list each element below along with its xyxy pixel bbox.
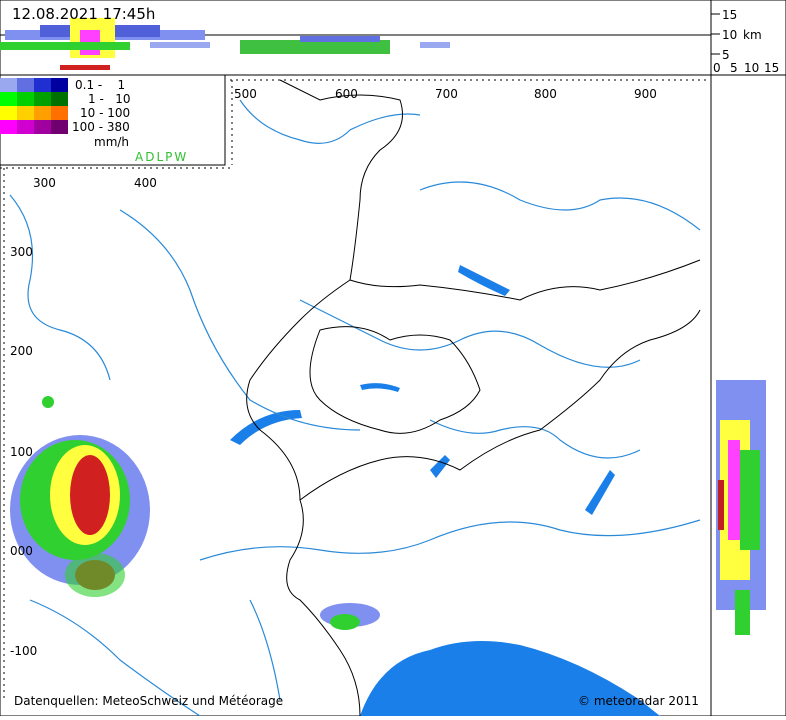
footer-copyright: © meteoradar 2011 bbox=[578, 694, 699, 708]
station-list: ADLPW bbox=[135, 150, 188, 164]
x-coord: 500 bbox=[234, 87, 257, 101]
height-label: 10 bbox=[722, 28, 737, 42]
y-coord: -100 bbox=[10, 644, 37, 658]
height-label: 5 bbox=[722, 48, 730, 62]
x-coord: 300 bbox=[33, 176, 56, 190]
coordinate-labels: 500 600 700 800 900 300 400 300 200 100 … bbox=[10, 87, 657, 658]
y-coord: 000 bbox=[10, 544, 33, 558]
legend-label: 1 - 10 bbox=[88, 92, 131, 106]
height-unit: km bbox=[743, 28, 762, 42]
y-coord: 200 bbox=[10, 344, 33, 358]
footer-source: Datenquellen: MeteoSchweiz und Météorage bbox=[14, 694, 283, 708]
legend-label: 100 - 380 bbox=[72, 120, 130, 134]
borders bbox=[246, 79, 701, 717]
x-coord: 700 bbox=[435, 87, 458, 101]
grid bbox=[0, 79, 710, 700]
lakes bbox=[230, 265, 660, 716]
x-coord: 600 bbox=[335, 87, 358, 101]
legend-unit: mm/h bbox=[94, 135, 129, 149]
width-label: 5 bbox=[730, 61, 738, 75]
x-coord: 400 bbox=[134, 176, 157, 190]
legend-label: 0.1 - 1 bbox=[75, 78, 125, 92]
height-scale: 15 10 km 5 0 5 10 15 bbox=[711, 8, 779, 75]
height-label: 15 bbox=[722, 8, 737, 22]
y-coord: 300 bbox=[10, 245, 33, 259]
legend-label: 10 - 100 bbox=[80, 106, 130, 120]
side-profile-echoes bbox=[716, 380, 766, 635]
legend: 0.1 - 1 1 - 10 10 - 100 100 - 380 mm/h A… bbox=[0, 74, 226, 166]
x-coord: 900 bbox=[634, 87, 657, 101]
precipitation bbox=[10, 396, 380, 630]
rivers bbox=[9, 99, 701, 717]
x-coord: 800 bbox=[534, 87, 557, 101]
width-label: 15 bbox=[764, 61, 779, 75]
profile-echoes bbox=[0, 18, 450, 70]
width-label: 10 bbox=[744, 61, 759, 75]
timestamp: 12.08.2021 17:45h bbox=[12, 5, 155, 23]
width-label: 0 bbox=[713, 61, 721, 75]
y-coord: 100 bbox=[10, 445, 33, 459]
